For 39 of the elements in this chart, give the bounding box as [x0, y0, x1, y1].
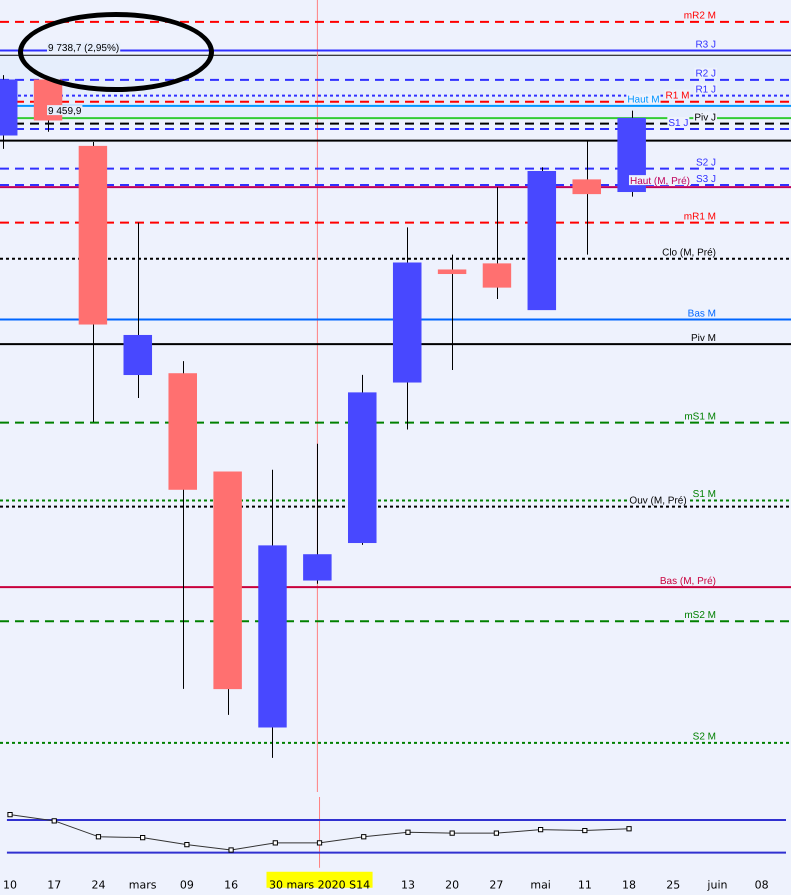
ref-line-label: S1 M [692, 489, 716, 500]
x-tick-label: juin [706, 878, 728, 892]
ref-line-label: Clo (M, Pré) [662, 248, 716, 259]
ref-line-label: Piv J [694, 112, 716, 124]
ref-line-label: S3 J [696, 174, 716, 185]
x-tick-label: 18 [622, 878, 636, 892]
x-tick-label: 09 [180, 878, 194, 892]
x-tick-label: 13 [400, 878, 415, 892]
ref-line-label: mR1 M [684, 211, 716, 222]
ref-line-label: mR2 M [684, 10, 716, 22]
ref-line-label: Piv M [691, 332, 716, 344]
ref-line-label: R1 J [695, 84, 716, 96]
ref-line-label: Bas (M, Pré) [660, 576, 716, 587]
ref-line-label: mS1 M [684, 411, 716, 422]
ref-line-label: Haut (M, Pré) [630, 176, 690, 187]
x-tick-label: 27 [489, 878, 504, 892]
annotation: 9 738,7 (2,95%) [48, 43, 120, 54]
x-tick-label: 11 [578, 878, 592, 892]
ref-line-label: Ouv (M, Pré) [629, 495, 687, 506]
x-tick-label: 30 mars 2020 S14 [268, 878, 370, 892]
ref-line-label: R3 J [695, 39, 716, 50]
x-tick-label: mai [530, 878, 551, 892]
ref-line-label: S2 J [696, 157, 716, 168]
x-tick-label: 08 [754, 878, 769, 892]
x-tick-label: 17 [47, 878, 62, 892]
x-tick-label: 10 [3, 878, 18, 892]
ref-line-label: S2 M [692, 732, 716, 743]
ref-line-label: mS2 M [684, 610, 716, 622]
x-tick-label: 24 [91, 878, 106, 892]
x-tick-label: 20 [445, 878, 460, 892]
annotation: 9 459,9 [48, 106, 82, 117]
x-tick-label: mars [128, 878, 157, 892]
x-tick-label: 25 [666, 878, 680, 892]
ref-line-label: R1 M [666, 90, 690, 102]
ref-line-label: S1 J [668, 118, 688, 129]
x-tick-label: 16 [224, 878, 238, 892]
ref-line-label: Haut M [627, 94, 660, 106]
ref-line-label: R2 J [695, 68, 716, 80]
ref-line-label: Bas M [688, 308, 716, 320]
